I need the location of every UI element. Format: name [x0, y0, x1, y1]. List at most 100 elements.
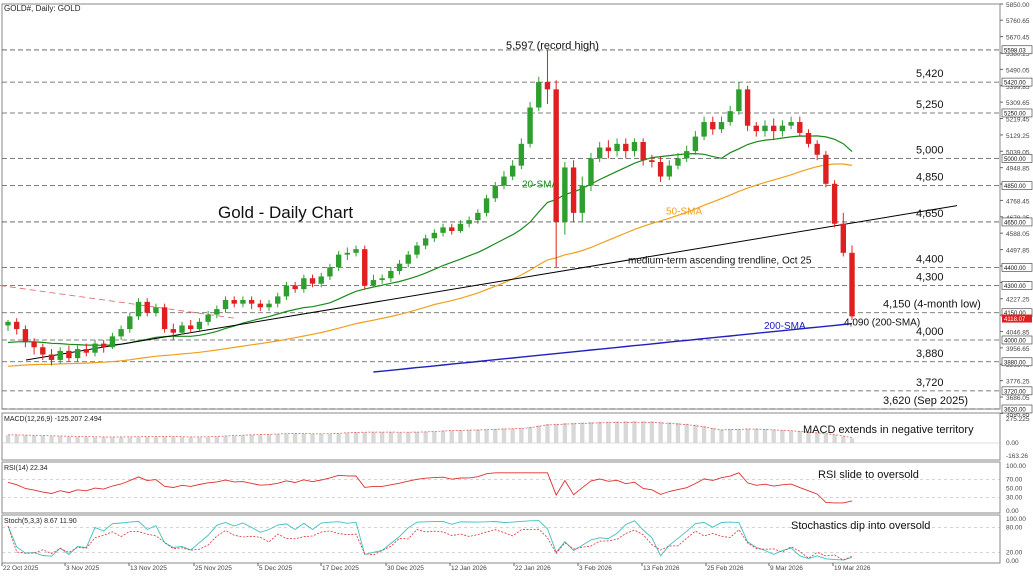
price-tick-label: 3595.85: [1006, 411, 1030, 418]
macd-tick-label: 275.225: [1006, 416, 1030, 423]
candle-body: [814, 143, 820, 155]
price-tick-label: 3956.65: [1006, 346, 1030, 353]
price-tag-box: [1001, 357, 1033, 367]
candle-body: [66, 350, 72, 359]
stoch-tick-label: 100.00: [1006, 516, 1026, 523]
main-panel-frame: [1, 3, 1001, 410]
candle-body: [240, 300, 246, 304]
level-label: 5,420: [916, 68, 944, 80]
candle-body: [101, 343, 107, 348]
level-label: 4,000: [916, 326, 944, 338]
date-tick-label: 25 Nov 2025: [195, 565, 232, 572]
macd-signal-line: [8, 421, 853, 439]
candle-body: [196, 321, 203, 330]
candle-body: [501, 176, 507, 186]
candle-body: [744, 89, 751, 126]
candle-body: [779, 125, 786, 132]
stoch-main-line: [7, 520, 853, 561]
candle-body: [631, 142, 638, 152]
candle-body: [666, 165, 672, 177]
stoch-tick-label: 0.00: [1006, 558, 1019, 565]
candle-body: [362, 249, 368, 286]
price-tag-label: 5598.03: [1004, 48, 1026, 54]
candle-body: [370, 280, 377, 286]
price-tick-label: 5309.65: [1006, 100, 1030, 107]
price-tick-label: 5039.05: [1006, 149, 1030, 156]
price-tag-box: [1001, 263, 1033, 272]
chart-header: GOLD#, Daily: GOLD: [4, 4, 81, 13]
candle-body: [762, 125, 768, 132]
candle-body: [414, 245, 420, 255]
candle-body: [188, 325, 194, 330]
price-tick-label: 4948.85: [1006, 166, 1030, 173]
candle-body: [736, 89, 742, 112]
candle-body: [797, 122, 803, 133]
candle-body: [849, 252, 855, 317]
sma200-line: [373, 322, 853, 373]
candle-body: [692, 136, 699, 152]
candle-body: [109, 336, 116, 348]
candle-body: [770, 125, 777, 132]
price-tag-box: [1001, 45, 1033, 55]
price-tag-label: 4850.00: [1004, 184, 1026, 190]
price-tag-box: [1001, 335, 1033, 345]
date-tick-label: 12 Jan 2026: [451, 565, 487, 572]
date-tick-label: 17 Dec 2025: [322, 565, 359, 572]
candle-body: [475, 212, 481, 221]
price-tick-label: 3776.25: [1006, 379, 1030, 386]
candle-body: [92, 343, 98, 353]
candle-body: [301, 278, 307, 290]
candle-body: [614, 143, 620, 152]
price-tag-label: 5420.00: [1004, 81, 1026, 87]
date-tick-label: 22 Oct 2025: [3, 565, 39, 572]
macd-tick-label: 0.00: [1006, 440, 1019, 447]
candle-body: [570, 167, 577, 213]
level-label: 4,150 (4-month low): [883, 299, 981, 311]
candle-body: [562, 167, 568, 222]
price-tick-label: 4227.25: [1006, 297, 1030, 304]
price-tag-box: [1001, 154, 1033, 163]
candle-body: [823, 154, 829, 184]
sma50-label: 50-SMA: [666, 207, 702, 218]
candle-body: [840, 223, 846, 253]
price-tick-label: 4046.85: [1006, 329, 1030, 336]
price-tick-label: 5129.25: [1006, 133, 1030, 140]
date-tick-label: 25 Feb 2026: [707, 565, 744, 572]
candle-body: [753, 125, 759, 132]
candle-body: [170, 329, 177, 333]
candle-body: [214, 309, 220, 315]
price-tag-label: 5250.00: [1004, 111, 1026, 117]
sma20-line: [7, 135, 853, 346]
rsi-tick-label: 30.00: [1006, 495, 1023, 502]
macd-header: MACD(12,26,9) -125.207 2.494: [4, 416, 102, 423]
candle-body: [257, 303, 264, 308]
candle-body: [335, 254, 342, 268]
candle-body: [553, 89, 559, 222]
indicator-panel-frame-3: [1, 514, 1001, 564]
level-label: 5,250: [916, 99, 944, 111]
rsi-tick-label: 0.00: [1006, 508, 1019, 515]
candle-body: [48, 354, 55, 360]
candle-body: [623, 143, 629, 152]
candle-body: [40, 347, 46, 355]
date-tick-label: 19 Mar 2026: [834, 565, 871, 572]
price-tick-label: 4588.05: [1006, 231, 1030, 238]
date-tick-label: 3 Feb 2026: [579, 565, 612, 572]
candle-body: [657, 162, 664, 177]
ascending-trendline: [25, 205, 958, 361]
candle-body: [14, 321, 20, 330]
price-tick-label: 4497.85: [1006, 248, 1030, 255]
price-tick-label: 5219.45: [1006, 117, 1030, 124]
candle-body: [161, 307, 168, 330]
candle-body: [640, 142, 646, 161]
price-tick-label: 5490.05: [1006, 67, 1030, 74]
stoch-tick-label: 20.00: [1006, 550, 1023, 557]
candle-body: [457, 223, 464, 232]
candle-body: [266, 303, 272, 308]
candle-body: [344, 252, 351, 255]
candle-body: [675, 158, 681, 166]
candle-body: [127, 316, 133, 330]
candle-body: [579, 185, 585, 213]
macd-annotation: MACD extends in negative territory: [803, 424, 974, 436]
